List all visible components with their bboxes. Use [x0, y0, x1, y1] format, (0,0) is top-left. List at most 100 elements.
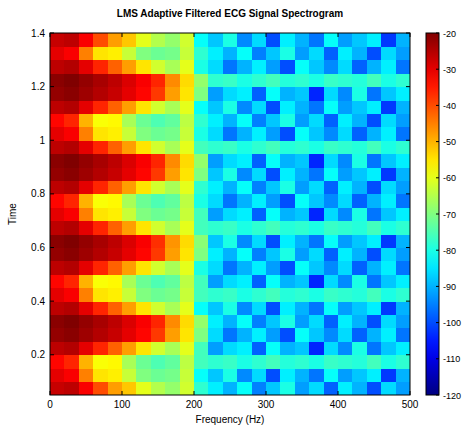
cell — [367, 382, 382, 395]
cell — [381, 33, 396, 47]
cell — [367, 87, 382, 101]
cell — [381, 221, 396, 235]
cell — [50, 100, 65, 114]
cell — [396, 261, 410, 275]
cell — [50, 87, 65, 101]
cell — [237, 288, 252, 302]
cell — [367, 261, 382, 275]
cell — [64, 382, 79, 395]
cell — [352, 315, 367, 329]
cell — [324, 167, 339, 181]
cell — [280, 261, 295, 275]
cell — [338, 73, 353, 87]
cell — [122, 301, 137, 315]
cell — [194, 154, 209, 168]
cell — [381, 341, 396, 355]
cell — [381, 113, 396, 127]
cell — [180, 100, 195, 114]
cell — [50, 194, 65, 208]
cell — [352, 234, 367, 248]
cell — [180, 194, 195, 208]
x-tick-label: 0 — [47, 399, 53, 410]
colorbar-tick-label: -80 — [443, 246, 456, 256]
cell — [194, 368, 209, 382]
cell — [223, 194, 238, 208]
cell — [208, 248, 223, 262]
colorbar-tick — [436, 177, 439, 178]
cell — [180, 315, 195, 329]
cell — [252, 274, 267, 288]
cell — [151, 113, 166, 127]
cell — [223, 154, 238, 168]
cell — [367, 46, 382, 60]
cell — [122, 234, 137, 248]
cell — [180, 154, 195, 168]
cell — [252, 46, 267, 60]
cell — [381, 315, 396, 329]
cell — [108, 368, 123, 382]
cell — [50, 261, 65, 275]
cell — [266, 274, 281, 288]
cell — [223, 328, 238, 342]
cell — [237, 113, 252, 127]
cell — [381, 382, 396, 395]
cell — [165, 113, 180, 127]
cell — [295, 100, 310, 114]
cell — [208, 234, 223, 248]
cell — [208, 355, 223, 369]
cell — [79, 46, 94, 60]
cell — [79, 355, 94, 369]
cell — [223, 113, 238, 127]
cell — [352, 167, 367, 181]
y-tick-right — [406, 140, 410, 141]
cell — [338, 261, 353, 275]
y-tick — [50, 33, 54, 34]
cell — [352, 274, 367, 288]
cell — [136, 328, 151, 342]
cell — [50, 288, 65, 302]
cell — [122, 33, 137, 47]
cell — [237, 154, 252, 168]
cell — [64, 288, 79, 302]
cell — [50, 341, 65, 355]
cell — [367, 113, 382, 127]
cell — [324, 60, 339, 74]
cell — [295, 341, 310, 355]
cell — [352, 113, 367, 127]
cell — [396, 368, 410, 382]
cell — [352, 207, 367, 221]
cell — [237, 382, 252, 395]
cell — [252, 341, 267, 355]
cell — [266, 301, 281, 315]
cell — [208, 221, 223, 235]
cell — [295, 60, 310, 74]
cell — [165, 261, 180, 275]
cell — [223, 167, 238, 181]
cell — [338, 301, 353, 315]
cell — [381, 234, 396, 248]
y-tick-right — [406, 354, 410, 355]
cell — [194, 315, 209, 329]
y-tick-right — [406, 86, 410, 87]
colorbar-tick-label: -100 — [443, 318, 461, 328]
x-tick-top — [266, 33, 267, 37]
cell — [309, 315, 324, 329]
cell — [223, 100, 238, 114]
cell — [93, 113, 108, 127]
cell — [295, 221, 310, 235]
cell — [122, 221, 137, 235]
cell — [252, 368, 267, 382]
cell — [79, 221, 94, 235]
cell — [93, 301, 108, 315]
cell — [122, 288, 137, 302]
cell — [151, 261, 166, 275]
cell — [396, 60, 410, 74]
cell — [367, 154, 382, 168]
cell — [352, 221, 367, 235]
cell — [280, 341, 295, 355]
cell — [266, 167, 281, 181]
cell — [309, 274, 324, 288]
cell — [108, 180, 123, 194]
cell — [324, 207, 339, 221]
cell — [208, 113, 223, 127]
